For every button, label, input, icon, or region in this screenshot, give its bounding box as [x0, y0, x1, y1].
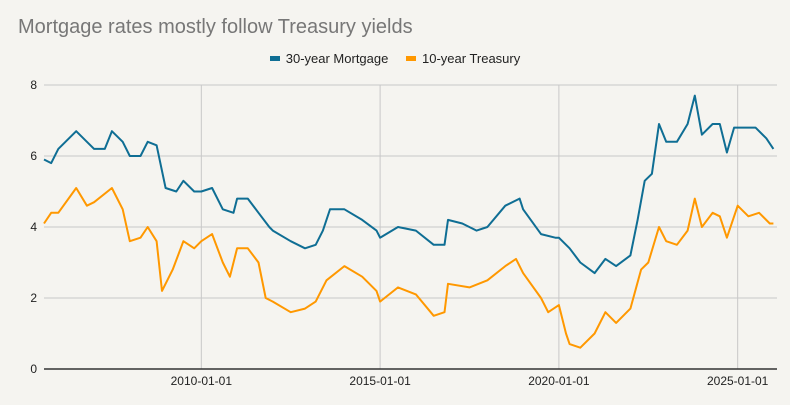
- legend-swatch-mortgage: [269, 56, 280, 61]
- legend-label: 10-year Treasury: [421, 51, 521, 66]
- legend-swatch-treasury: [405, 56, 416, 61]
- y-tick-label: 4: [30, 220, 37, 234]
- legend-label: 30-year Mortgage: [285, 51, 389, 66]
- y-tick-label: 8: [30, 78, 37, 92]
- x-tick-label: 2020-01-01: [528, 374, 590, 388]
- y-tick-label: 2: [30, 291, 37, 305]
- x-tick-label: 2015-01-01: [349, 374, 411, 388]
- series-line-treasury: [43, 187, 774, 349]
- legend: 30-year Mortgage 10-year Treasury: [0, 49, 790, 66]
- x-tick-label: 2010-01-01: [171, 374, 233, 388]
- y-tick-label: 0: [30, 362, 37, 376]
- legend-item-mortgage[interactable]: 30-year Mortgage: [269, 51, 389, 66]
- chart-title: Mortgage rates mostly follow Treasury yi…: [18, 16, 413, 38]
- y-tick-label: 6: [30, 149, 37, 163]
- series-line-mortgage: [43, 94, 775, 275]
- x-tick-label: 2025-01-01: [707, 374, 769, 388]
- legend-item-treasury[interactable]: 10-year Treasury: [405, 51, 521, 66]
